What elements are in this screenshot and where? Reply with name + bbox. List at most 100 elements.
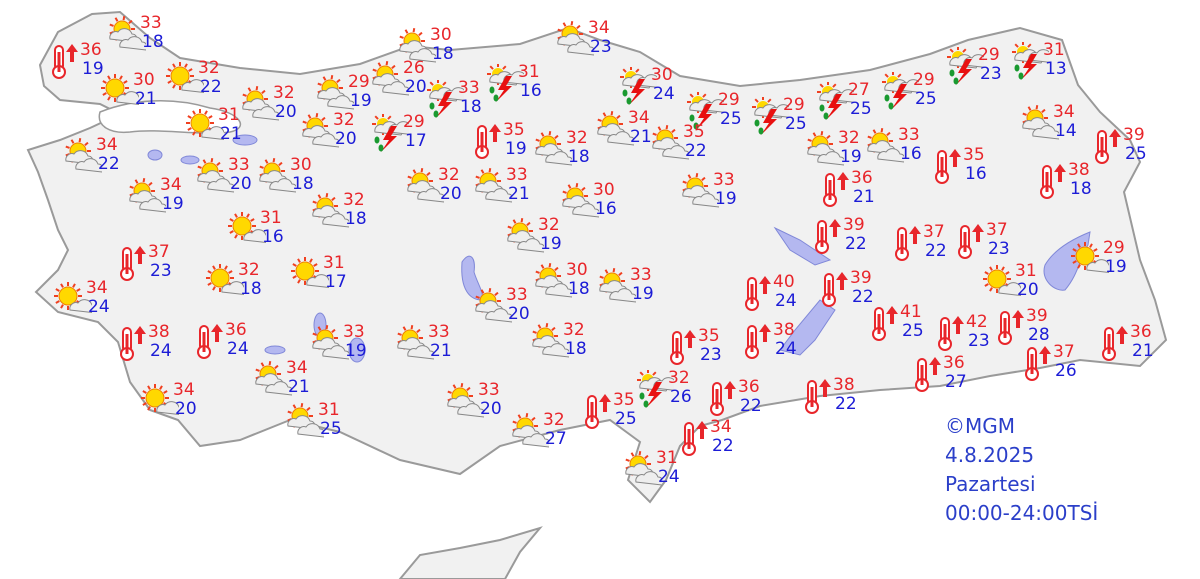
hot-icon xyxy=(895,226,921,261)
low-temperature: 21 xyxy=(288,377,310,397)
thermometer-icon xyxy=(935,149,961,184)
partly-cloudy-icon xyxy=(397,325,434,360)
forecast-marker: 38 22 xyxy=(799,377,869,427)
high-temperature: 27 xyxy=(848,80,870,100)
low-temperature: 19 xyxy=(540,234,562,254)
sunny-icon xyxy=(101,74,139,106)
partly-cloudy-icon xyxy=(562,183,599,218)
partly-cloudy-icon xyxy=(302,113,339,148)
high-temperature: 30 xyxy=(430,25,452,45)
high-temperature: 33 xyxy=(428,322,450,342)
high-temperature: 35 xyxy=(963,145,985,165)
forecast-marker: 34 20 xyxy=(139,382,209,432)
low-temperature: 23 xyxy=(980,64,1002,84)
forecast-marker: 36 27 xyxy=(909,355,979,405)
forecast-marker: 36 19 xyxy=(46,42,116,92)
forecast-marker: 30 18 xyxy=(532,262,602,312)
low-temperature: 25 xyxy=(720,109,742,129)
thunderstorm-icon xyxy=(427,80,464,118)
thunderstorm-icon xyxy=(687,92,724,130)
partly-cloudy-icon xyxy=(109,16,146,51)
low-temperature: 21 xyxy=(430,341,452,361)
partly-cloudy-icon xyxy=(242,86,279,121)
high-temperature: 32 xyxy=(343,190,365,210)
forecast-marker: 36 24 xyxy=(191,322,261,372)
low-temperature: 23 xyxy=(700,345,722,365)
forecast-marker: 34 23 xyxy=(554,20,624,70)
thermometer-icon xyxy=(585,394,611,429)
high-temperature: 36 xyxy=(943,353,965,373)
partly-cloudy-icon xyxy=(447,383,484,418)
forecast-marker: 31 17 xyxy=(289,255,359,305)
forecast-marker: 29 23 xyxy=(944,47,1014,97)
low-temperature: 20 xyxy=(1017,280,1039,300)
low-temperature: 17 xyxy=(405,131,427,151)
hot-icon xyxy=(958,224,984,259)
thunderstorm-icon xyxy=(637,370,674,408)
low-temperature: 18 xyxy=(142,32,164,52)
low-temperature: 21 xyxy=(135,89,157,109)
low-temperature: 24 xyxy=(775,339,797,359)
high-temperature: 39 xyxy=(1026,306,1048,326)
low-temperature: 21 xyxy=(220,124,242,144)
hot-icon xyxy=(120,326,146,361)
high-temperature: 32 xyxy=(198,58,220,78)
forecast-marker: 32 20 xyxy=(239,85,309,135)
partly-cloudy-icon xyxy=(507,218,544,253)
sunny-icon xyxy=(1071,242,1109,274)
thunderstorm-icon xyxy=(372,114,409,152)
low-temperature: 16 xyxy=(900,144,922,164)
high-temperature: 32 xyxy=(238,260,260,280)
forecast-marker: 36 21 xyxy=(817,170,887,220)
low-temperature: 16 xyxy=(595,199,617,219)
low-temperature: 22 xyxy=(852,287,874,307)
hot-icon xyxy=(197,324,223,359)
low-temperature: 18 xyxy=(240,279,262,299)
partly-cloudy-icon xyxy=(807,131,844,166)
hot-icon xyxy=(805,379,831,414)
high-temperature: 29 xyxy=(403,112,425,132)
low-temperature: 20 xyxy=(440,184,462,204)
hot-icon xyxy=(1095,129,1121,164)
low-temperature: 18 xyxy=(345,209,367,229)
partly-cloudy-icon xyxy=(597,111,634,146)
forecast-marker: 31 20 xyxy=(981,263,1051,313)
hot-icon xyxy=(998,310,1024,345)
forecast-marker: 38 18 xyxy=(1034,162,1104,212)
low-temperature: 28 xyxy=(1028,325,1050,345)
partly-cloudy-icon xyxy=(312,325,349,360)
forecast-marker: 33 18 xyxy=(424,80,494,130)
partly-cloudy-icon xyxy=(807,131,844,166)
high-temperature: 32 xyxy=(566,128,588,148)
partly-cloudy-icon xyxy=(475,288,512,323)
forecast-marker: 33 18 xyxy=(106,15,176,65)
high-temperature: 29 xyxy=(1103,238,1125,258)
forecast-marker: 39 22 xyxy=(816,270,886,320)
high-temperature: 34 xyxy=(96,135,118,155)
thermometer-icon xyxy=(1102,326,1128,361)
low-temperature: 25 xyxy=(850,99,872,119)
partly-cloudy-icon xyxy=(867,128,904,163)
partly-cloudy-icon xyxy=(129,178,166,213)
sun-icon xyxy=(206,264,244,296)
forecast-marker: 33 19 xyxy=(596,267,666,317)
low-temperature: 19 xyxy=(840,147,862,167)
high-temperature: 30 xyxy=(566,260,588,280)
partly-cloudy-icon xyxy=(317,75,354,110)
partly-cloudy-icon xyxy=(599,268,636,303)
partly-cloudy-icon xyxy=(312,193,349,228)
sun-icon xyxy=(166,62,204,94)
thermometer-icon xyxy=(120,246,146,281)
partly-cloudy-icon xyxy=(242,86,279,121)
high-temperature: 32 xyxy=(563,320,585,340)
partly-cloudy-icon xyxy=(407,168,444,203)
low-temperature: 21 xyxy=(853,187,875,207)
high-temperature: 33 xyxy=(343,322,365,342)
forecast-marker: 33 21 xyxy=(394,324,464,374)
partly-cloudy-icon xyxy=(652,125,689,160)
low-temperature: 24 xyxy=(658,467,680,487)
thermometer-icon xyxy=(815,219,841,254)
partly-cloudy-icon xyxy=(682,173,719,208)
forecast-marker: 29 17 xyxy=(369,114,439,164)
thunderstorm-icon xyxy=(620,67,657,105)
